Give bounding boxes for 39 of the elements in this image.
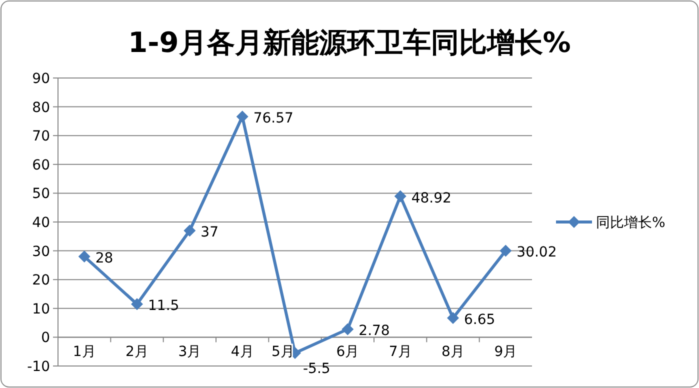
x-tick-label: 8月 [442,344,464,360]
y-tick-label: 70 [32,128,50,145]
data-label: -5.5 [303,361,330,378]
data-label: 30.02 [516,244,557,261]
legend-label: 同比增长% [596,215,666,231]
y-tick-label: 60 [32,157,50,174]
data-label: 28 [95,250,114,267]
point [184,224,196,237]
y-tick-label: 10 [32,301,50,318]
y-tick-label: 40 [32,215,50,231]
x-tick-label: 1月 [72,344,96,360]
point [342,323,354,336]
x-tick-label: 9月 [494,344,518,360]
data-label: 48.92 [411,190,452,206]
data-label: 76.57 [253,110,294,127]
y-tick-label: 90 [32,71,50,87]
x-tick-label: 2月 [126,344,148,360]
chart-title: 1-9月各月新能源环卫车同比增长% [128,26,571,59]
data-label: 37 [200,224,218,241]
y-tick-label: 20 [32,272,50,289]
x-tick-label: 4月 [230,344,254,360]
y-tick-label: -10 [27,359,50,375]
point [447,312,459,324]
point [78,250,90,263]
x-tick-label: 3月 [178,344,202,360]
data-label: 6.65 [464,312,496,328]
x-tick-label: 6月 [336,344,360,360]
y-tick-label: 30 [32,244,50,260]
y-tick-label: 0 [41,330,50,346]
point [236,110,248,123]
data-label: 11.5 [148,298,180,314]
point [500,244,512,257]
point [131,298,143,310]
y-tick-label: 80 [32,100,50,116]
point [394,190,406,202]
y-tick-label: 50 [32,186,50,202]
x-tick-label: 5月 [272,344,294,360]
x-tick-label: 7月 [388,344,412,360]
data-label: 2.78 [358,323,390,340]
